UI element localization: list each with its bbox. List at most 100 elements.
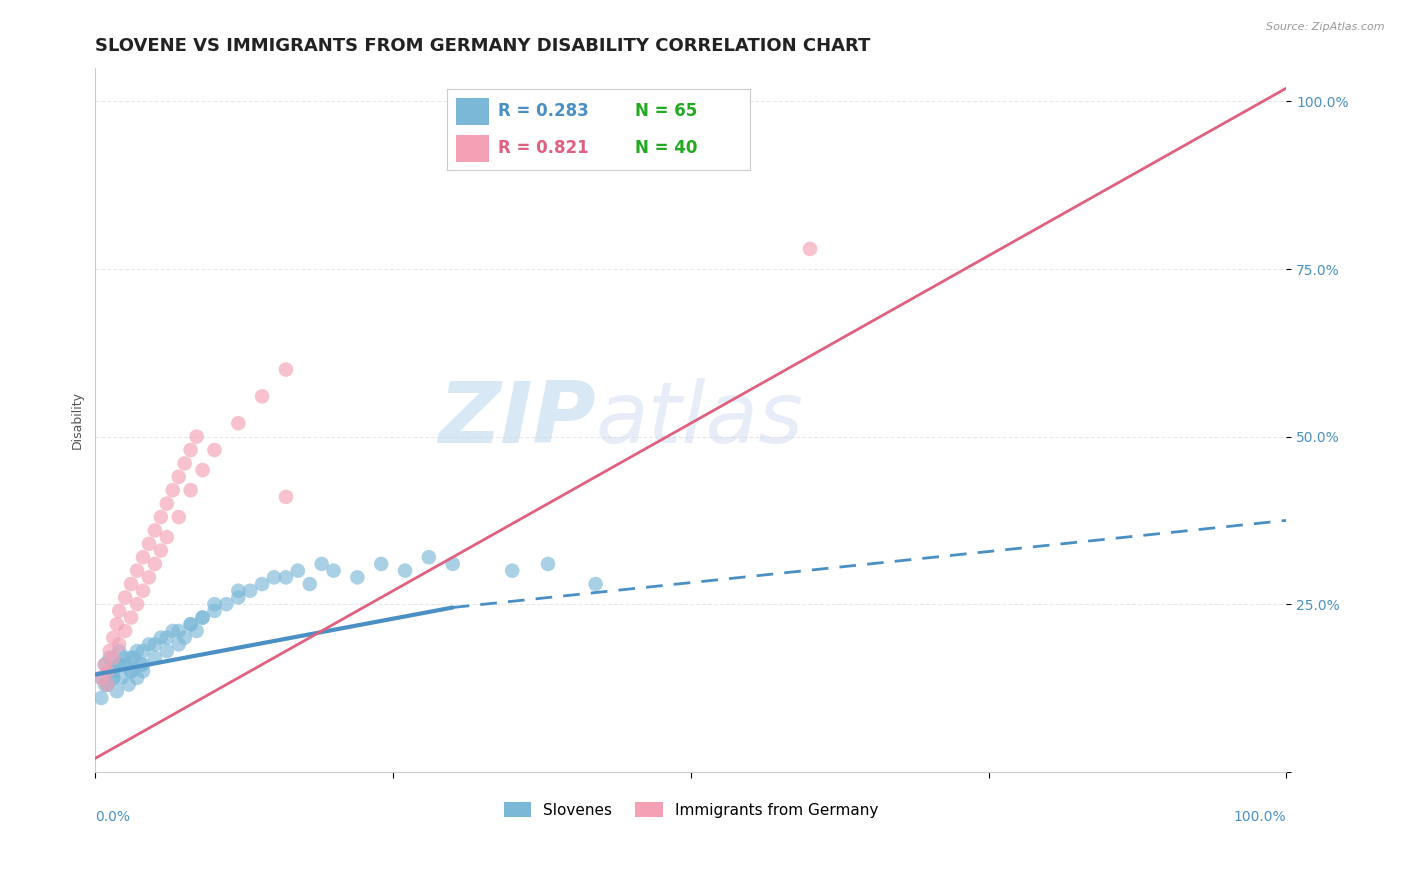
Point — [132, 583, 155, 598]
Point — [311, 557, 333, 571]
Point — [173, 631, 195, 645]
Point — [370, 557, 392, 571]
Point — [394, 564, 416, 578]
Point — [103, 671, 125, 685]
Point — [114, 591, 136, 605]
Point — [167, 637, 190, 651]
Point — [263, 570, 285, 584]
Point — [114, 624, 136, 638]
Point — [167, 624, 190, 638]
Point — [274, 490, 297, 504]
Point — [114, 657, 136, 672]
Point — [96, 677, 118, 691]
Point — [441, 557, 464, 571]
Point — [215, 597, 238, 611]
Point — [98, 650, 121, 665]
Point — [103, 671, 125, 685]
Point — [105, 684, 128, 698]
Point — [287, 564, 309, 578]
Point — [501, 564, 523, 578]
Point — [143, 524, 166, 538]
Legend: Slovenes, Immigrants from Germany: Slovenes, Immigrants from Germany — [498, 796, 884, 824]
Point — [156, 497, 179, 511]
Point — [149, 543, 172, 558]
Point — [94, 657, 117, 672]
Point — [180, 617, 202, 632]
Point — [108, 637, 131, 651]
Point — [226, 416, 249, 430]
Point — [156, 644, 179, 658]
Text: ZIP: ZIP — [439, 378, 596, 461]
Point — [537, 557, 560, 571]
Point — [108, 604, 131, 618]
Point — [138, 537, 160, 551]
Point — [156, 530, 179, 544]
Point — [96, 677, 118, 691]
Point — [162, 624, 184, 638]
Point — [110, 671, 132, 685]
Point — [132, 550, 155, 565]
Point — [138, 637, 160, 651]
Point — [274, 570, 297, 584]
Point — [125, 597, 148, 611]
Point — [204, 442, 226, 457]
Point — [94, 677, 117, 691]
Point — [98, 644, 121, 658]
Point — [125, 671, 148, 685]
Point — [186, 429, 208, 443]
Point — [239, 583, 262, 598]
Point — [162, 483, 184, 498]
Point — [226, 591, 249, 605]
Point — [226, 583, 249, 598]
Point — [346, 570, 368, 584]
Point — [180, 617, 202, 632]
Point — [96, 664, 118, 678]
Point — [90, 671, 112, 685]
Text: atlas: atlas — [596, 378, 804, 461]
Point — [108, 657, 131, 672]
Point — [418, 550, 440, 565]
Point — [132, 657, 155, 672]
Point — [103, 650, 125, 665]
Point — [180, 442, 202, 457]
Point — [96, 677, 118, 691]
Point — [138, 570, 160, 584]
Point — [322, 564, 344, 578]
Point — [585, 577, 607, 591]
Point — [120, 610, 142, 624]
Point — [156, 631, 179, 645]
Point — [105, 617, 128, 632]
Point — [132, 644, 155, 658]
Point — [118, 677, 141, 691]
Point — [108, 657, 131, 672]
Point — [98, 664, 121, 678]
Point — [250, 577, 273, 591]
Point — [122, 650, 145, 665]
Point — [120, 664, 142, 678]
Point — [799, 242, 821, 256]
Text: Source: ZipAtlas.com: Source: ZipAtlas.com — [1267, 22, 1385, 32]
Point — [167, 470, 190, 484]
Point — [149, 510, 172, 524]
Point — [125, 644, 148, 658]
Point — [274, 362, 297, 376]
Point — [173, 457, 195, 471]
Text: SLOVENE VS IMMIGRANTS FROM GERMANY DISABILITY CORRELATION CHART: SLOVENE VS IMMIGRANTS FROM GERMANY DISAB… — [96, 37, 870, 55]
Point — [191, 463, 214, 477]
Point — [114, 650, 136, 665]
Point — [108, 644, 131, 658]
Point — [143, 557, 166, 571]
Point — [94, 657, 117, 672]
Point — [103, 631, 125, 645]
Point — [191, 610, 214, 624]
Point — [120, 577, 142, 591]
Point — [180, 483, 202, 498]
Point — [191, 610, 214, 624]
Point — [132, 664, 155, 678]
Text: 100.0%: 100.0% — [1234, 811, 1286, 824]
Point — [143, 650, 166, 665]
Point — [204, 597, 226, 611]
Point — [120, 650, 142, 665]
Y-axis label: Disability: Disability — [72, 391, 84, 449]
Point — [143, 637, 166, 651]
